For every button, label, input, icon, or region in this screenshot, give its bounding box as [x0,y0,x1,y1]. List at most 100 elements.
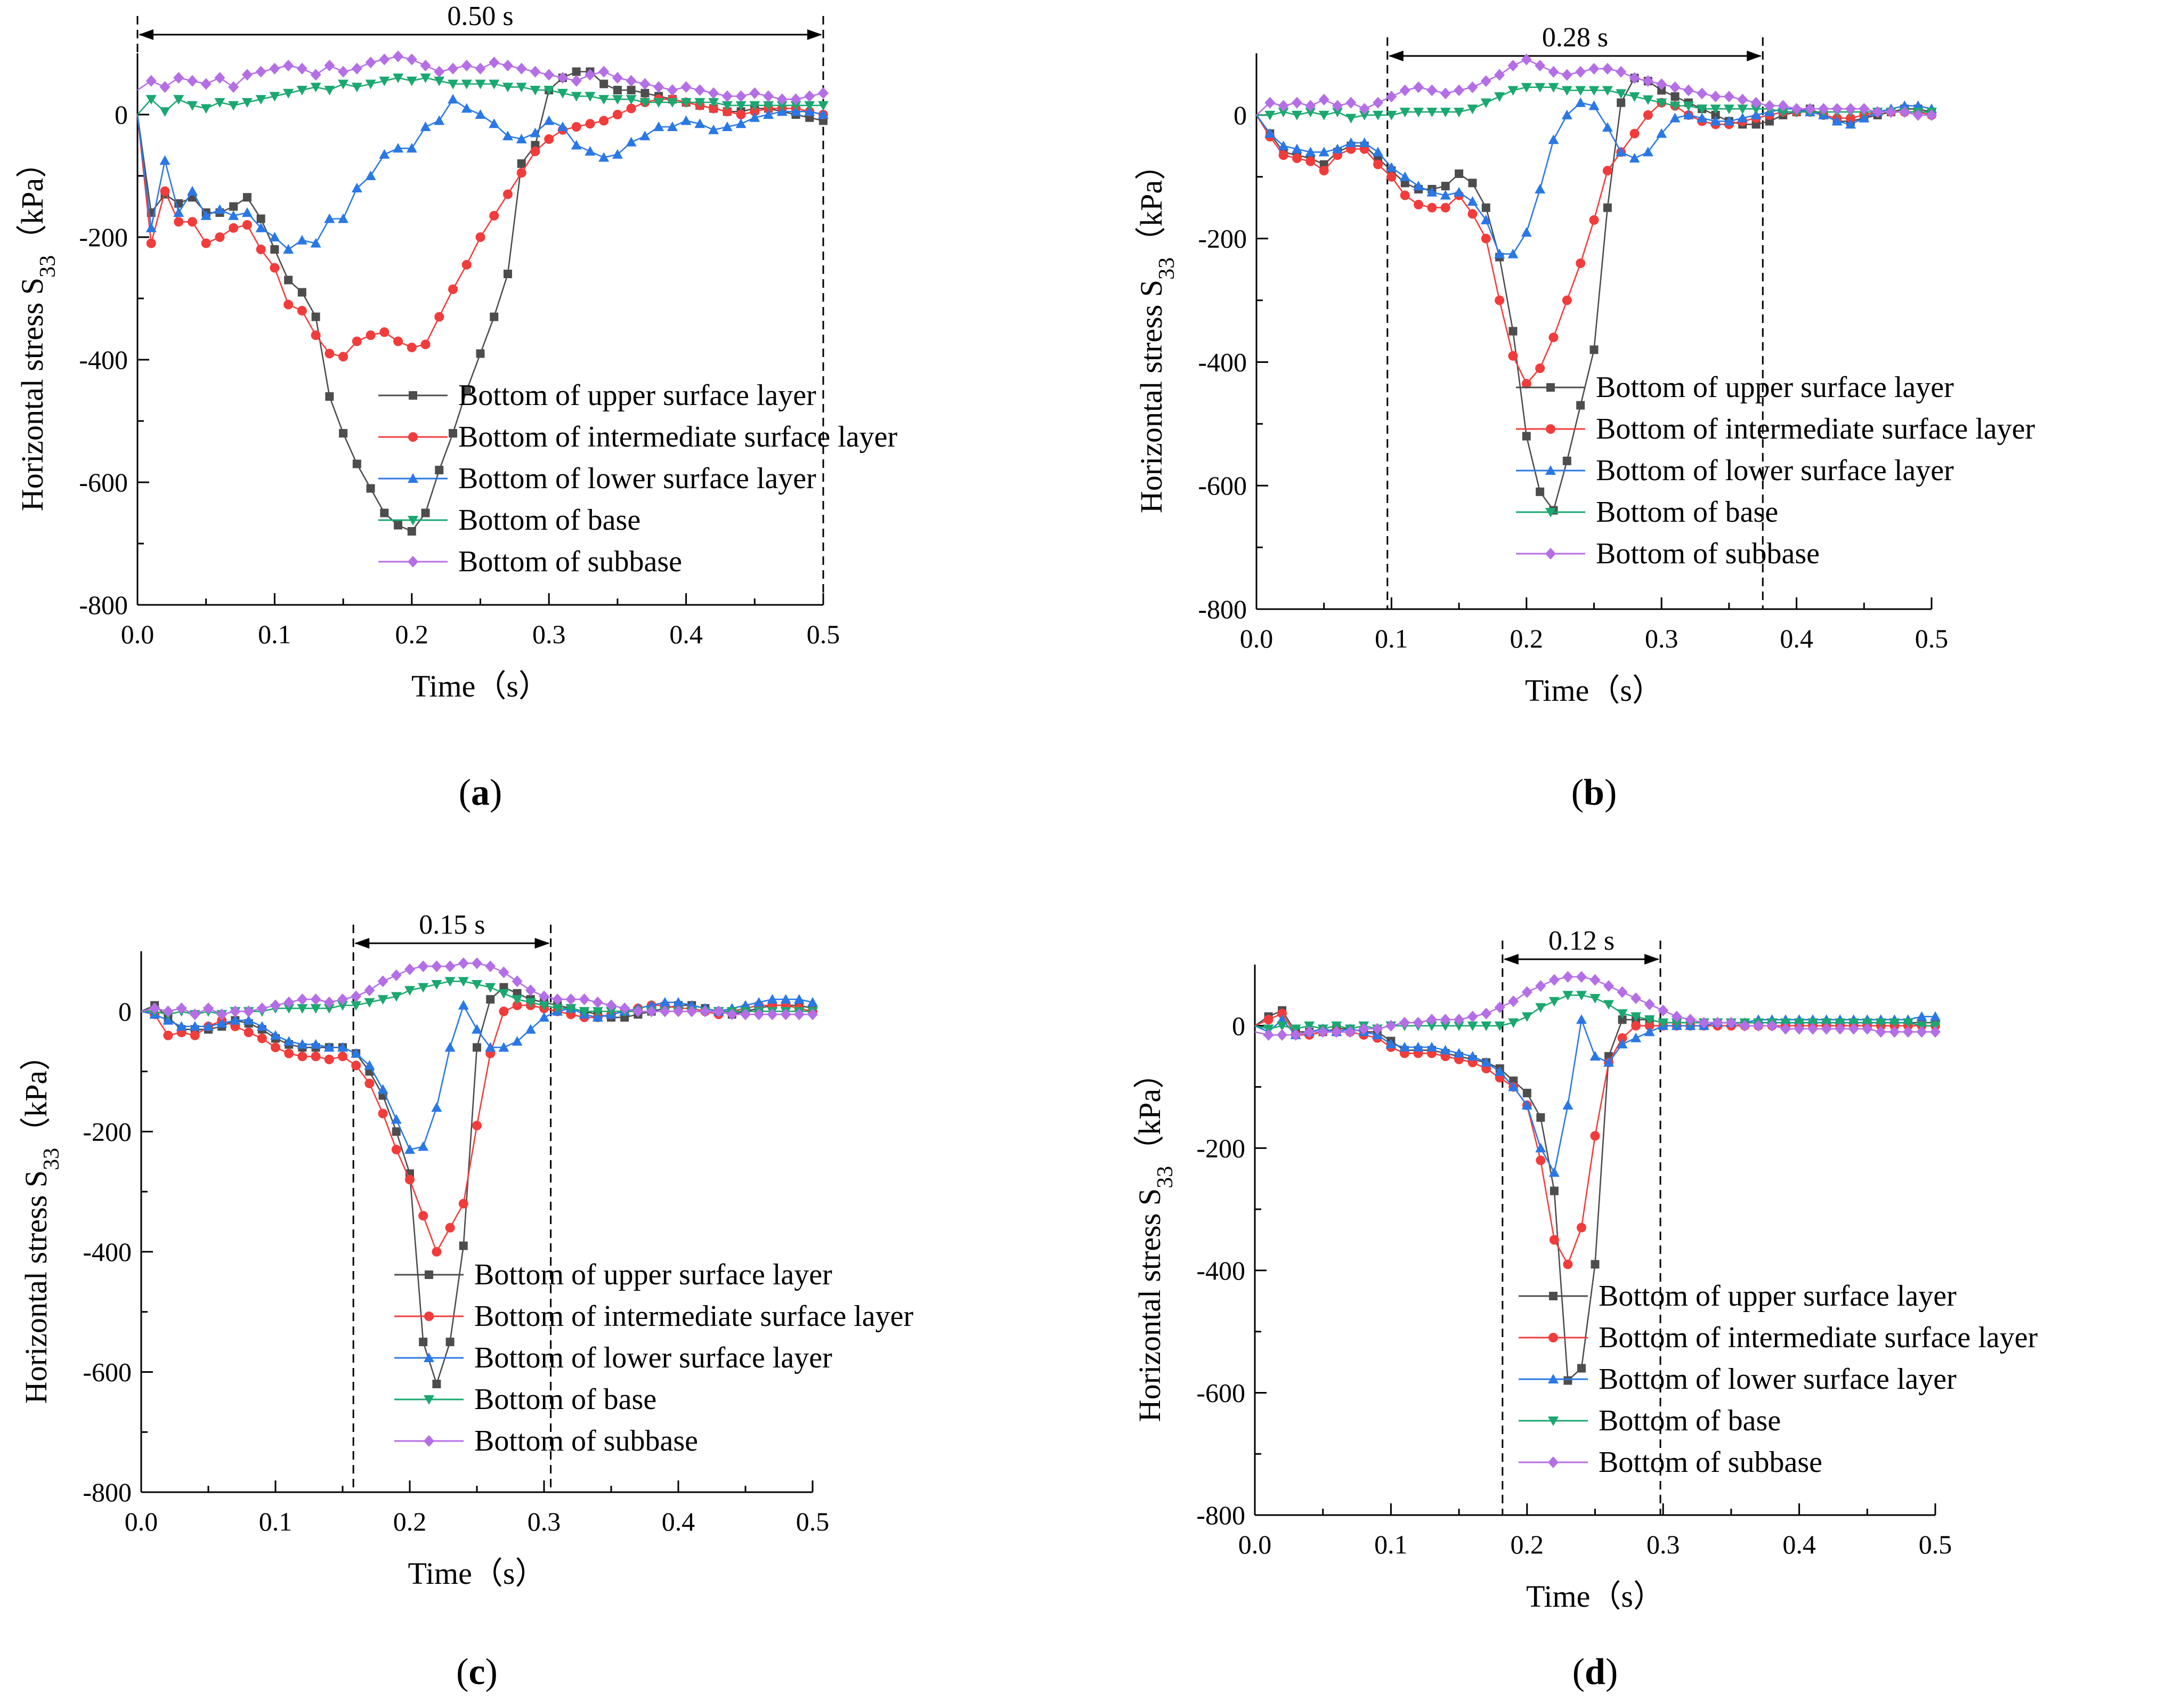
data-point-base [606,1007,617,1017]
data-point-base [749,101,760,111]
data-point-subbase [296,62,307,75]
data-point-intermediate [256,245,266,254]
data-point-upper [490,312,499,321]
data-point-intermediate [1629,128,1640,139]
legend-marker-lower [1545,465,1556,475]
data-point-subbase [1831,103,1843,115]
data-point-subbase [807,1008,818,1021]
data-point-base [1386,110,1397,120]
data-point-upper [1670,92,1680,101]
data-point-subbase [1631,992,1642,1005]
data-point-subbase [324,60,335,71]
data-point-subbase [1644,998,1655,1010]
data-point-lower [458,1000,469,1010]
data-point-subbase [444,960,456,973]
data-point-lower [216,1018,228,1028]
x-tick-label: 0.3 [528,1507,561,1536]
data-point-intermediate [1481,233,1491,244]
data-point-intermediate [163,1030,173,1040]
data-point-lower [1508,1081,1519,1091]
data-point-lower [1264,128,1276,138]
data-point-lower [1292,143,1303,153]
data-point-subbase [216,1008,228,1021]
data-point-lower [1332,143,1343,153]
y-tick-label: -400 [1196,1256,1245,1285]
data-point-intermediate [472,1121,482,1131]
data-point-intermediate [709,103,719,114]
data-point-base [1562,991,1573,1001]
data-point-intermediate [1536,1155,1546,1165]
data-point-intermediate [516,168,526,178]
caption-paren-open: ( [456,1652,468,1693]
data-point-lower [807,997,818,1007]
data-point-intermediate [1548,333,1559,343]
data-point-subbase [1859,103,1870,115]
data-point-lower [1305,147,1316,157]
data-point-intermediate [311,330,321,340]
data-point-subbase [1373,96,1384,109]
legend-label-upper: Bottom of upper surface layer [474,1258,832,1291]
data-point-subbase [379,53,390,66]
x-tick-label: 0.1 [258,619,291,649]
data-point-base [283,88,294,99]
y-axis-title-main: Horizontal stress S [19,1170,53,1404]
data-point-base [1683,101,1694,111]
data-point-subbase [1602,62,1613,75]
data-point-lower [1616,147,1627,157]
data-point-lower [1602,122,1613,132]
data-point-upper [1618,1015,1627,1024]
span-arrow-head-right [807,29,822,40]
data-point-subbase [434,66,445,78]
x-tick-label: 0.4 [1782,1529,1816,1559]
data-point-subbase [241,69,253,81]
data-point-base [530,86,541,95]
data-point-lower [1631,1032,1642,1042]
data-point-base [598,95,610,105]
data-point-lower [338,213,349,223]
data-point-intermediate [458,1199,468,1209]
data-point-intermediate [1563,1259,1573,1269]
series-subbase [1256,53,1937,121]
y-tick-label: -600 [79,467,128,497]
data-point-base [1359,110,1370,120]
data-point-subbase [530,66,541,78]
data-point-lower [1481,1057,1492,1067]
data-point-intermediate [1427,203,1437,213]
data-point-intermediate [434,312,444,322]
data-point-lower [1576,1014,1587,1024]
data-point-subbase [1278,100,1289,112]
data-point-base [667,98,678,108]
series-line-lower [1255,102,1932,255]
data-point-intermediate [1467,209,1478,219]
span-arrow-head-right [1747,51,1762,61]
data-point-subbase [406,53,417,66]
data-point-upper [407,527,416,536]
data-point-lower [393,143,404,153]
data-point-subbase [1277,1029,1288,1041]
span-arrow-head-left [139,29,153,40]
x-tick-label: 0.3 [1645,624,1678,653]
legend-label-base: Bottom of base [1599,1404,1781,1437]
data-point-base [1508,1018,1519,1029]
data-point-base [1588,86,1600,96]
data-point-subbase [686,1005,697,1017]
data-point-base [461,79,472,90]
data-point-base [1413,108,1424,118]
y-tick-label: -600 [83,1357,132,1387]
y-tick-label: 0 [1232,1011,1245,1041]
data-point-subbase [619,1002,630,1015]
data-point-subbase [1332,100,1343,112]
data-point-base [592,1007,603,1017]
data-point-subbase [1521,986,1532,998]
x-tick-label: 0.1 [1375,624,1408,653]
data-point-lower [145,222,157,232]
data-point-lower [1413,1041,1424,1051]
legend-marker-lower [1548,1374,1559,1383]
data-point-upper [297,288,306,297]
data-point-upper [1508,327,1518,336]
caption-paren-open: ( [1572,1652,1585,1693]
data-point-upper [1441,182,1450,191]
data-point-base [1278,108,1289,118]
data-point-base [708,98,719,108]
legend-label-upper: Bottom of upper surface layer [1599,1280,1957,1313]
